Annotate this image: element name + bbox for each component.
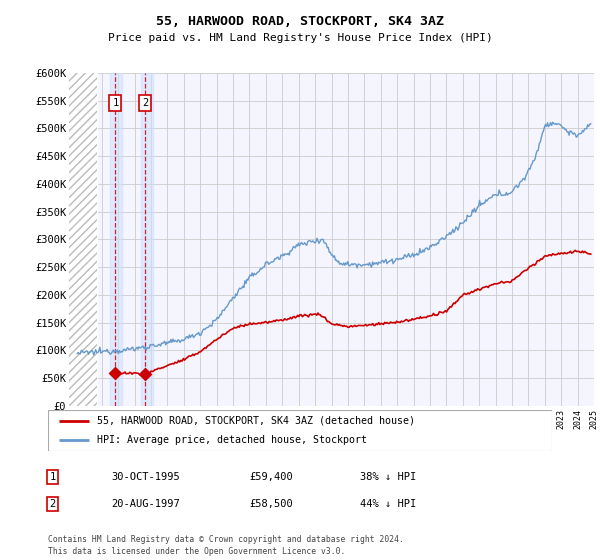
Text: 38% ↓ HPI: 38% ↓ HPI — [360, 472, 416, 482]
Text: 55, HARWOOD ROAD, STOCKPORT, SK4 3AZ (detached house): 55, HARWOOD ROAD, STOCKPORT, SK4 3AZ (de… — [97, 416, 415, 426]
Text: HPI: Average price, detached house, Stockport: HPI: Average price, detached house, Stoc… — [97, 435, 367, 445]
Text: £58,500: £58,500 — [249, 499, 293, 509]
Text: £59,400: £59,400 — [249, 472, 293, 482]
Bar — [110, 73, 122, 406]
Point — [140, 369, 150, 378]
Text: 44% ↓ HPI: 44% ↓ HPI — [360, 499, 416, 509]
Text: Price paid vs. HM Land Registry's House Price Index (HPI): Price paid vs. HM Land Registry's House … — [107, 33, 493, 43]
Text: 55, HARWOOD ROAD, STOCKPORT, SK4 3AZ: 55, HARWOOD ROAD, STOCKPORT, SK4 3AZ — [156, 15, 444, 28]
Text: 1: 1 — [50, 472, 56, 482]
Text: 20-AUG-1997: 20-AUG-1997 — [111, 499, 180, 509]
Bar — [69, 73, 97, 406]
Bar — [69, 73, 97, 406]
Text: 2: 2 — [142, 99, 148, 108]
Text: 1: 1 — [112, 99, 119, 108]
Point — [110, 368, 120, 377]
FancyBboxPatch shape — [48, 410, 552, 451]
Text: 2: 2 — [50, 499, 56, 509]
Text: 30-OCT-1995: 30-OCT-1995 — [111, 472, 180, 482]
Text: Contains HM Land Registry data © Crown copyright and database right 2024.
This d: Contains HM Land Registry data © Crown c… — [48, 535, 404, 556]
Bar — [141, 73, 152, 406]
